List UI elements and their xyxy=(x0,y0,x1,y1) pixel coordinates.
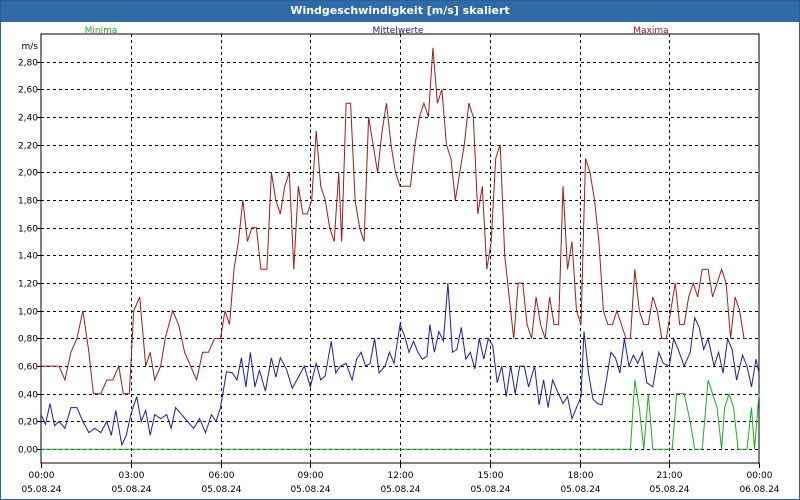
y-tick-label: 2,60 xyxy=(18,86,38,96)
y-tick-label: 2,40 xyxy=(18,114,38,124)
x-tick-label-time: 18:00 xyxy=(568,471,594,481)
legend-mittelwerte: Mittelwerte xyxy=(372,26,423,36)
x-tick-label-time: 00:00 xyxy=(29,471,55,481)
series-line-minima xyxy=(41,379,760,450)
y-tick-label: 0,60 xyxy=(18,363,38,373)
x-tick-label-time: 03:00 xyxy=(119,471,145,481)
y-tick-label: 0,20 xyxy=(18,418,38,428)
series-line-maxima xyxy=(41,47,747,395)
x-tick-label-date: 05.08.24 xyxy=(649,485,689,495)
chart-title: Windgeschwindigkeit [m/s] skaliert xyxy=(1,1,799,22)
y-axis-label: m/s xyxy=(22,42,39,52)
x-tick-label-date: 05.08.24 xyxy=(560,485,600,495)
x-tick-label-time: 06:00 xyxy=(209,471,235,481)
x-tick-label-date: 05.08.24 xyxy=(380,485,420,495)
x-tick-label-time: 12:00 xyxy=(388,471,414,481)
x-tick-label-date: 06.08.24 xyxy=(739,485,779,495)
y-tick-label: 0,40 xyxy=(18,391,38,401)
y-tick-label: 1,60 xyxy=(18,225,38,235)
y-tick-label: 1,00 xyxy=(18,308,38,318)
y-tick-label: 1,20 xyxy=(18,280,38,290)
x-tick-label-date: 05.08.24 xyxy=(470,485,510,495)
y-tick-label: 2,20 xyxy=(18,142,38,152)
y-tick-label: 0,00 xyxy=(18,446,38,456)
legend-minima: Minima xyxy=(85,26,118,36)
x-tick-label-time: 21:00 xyxy=(657,471,683,481)
x-tick-label-date: 05.08.24 xyxy=(201,485,241,495)
x-tick-label-date: 05.08.24 xyxy=(111,485,151,495)
series-line-mittelwerte xyxy=(40,283,760,447)
y-tick-label: 2,80 xyxy=(18,59,38,69)
chart-canvas: 0,00 0,20 0,40 0,60 0,80 1,00 1,20 1,40 1,60 1,80… xyxy=(18,26,780,495)
y-tick-label: 0,80 xyxy=(18,335,38,345)
x-tick-label-date: 05.08.24 xyxy=(21,485,61,495)
y-tick-label: 1,80 xyxy=(18,197,38,207)
plot-frame xyxy=(40,33,760,464)
y-tick-label: 1,40 xyxy=(18,252,38,262)
x-tick-label-time: 09:00 xyxy=(298,471,324,481)
x-tick-label-date: 05.08.24 xyxy=(290,485,330,495)
legend-maxima: Maxima xyxy=(633,26,668,36)
y-tick-label: 2,00 xyxy=(18,169,38,179)
x-tick-label-time: 15:00 xyxy=(478,471,504,481)
x-tick-label-time: 00:00 xyxy=(747,471,773,481)
